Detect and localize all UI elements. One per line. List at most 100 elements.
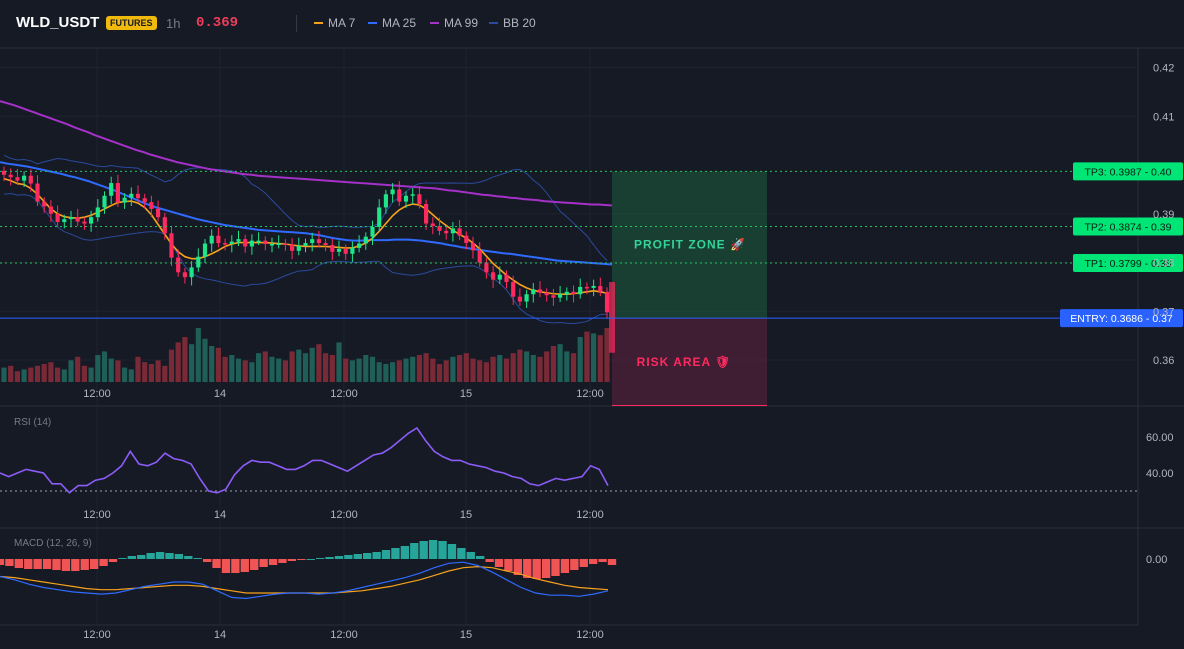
volume-bar	[403, 358, 409, 382]
volume-bar	[302, 353, 309, 382]
candle-body	[129, 193, 134, 198]
volume-bar	[256, 353, 262, 382]
volume-bar	[182, 337, 188, 382]
time-tick-label: 14	[214, 388, 226, 400]
candle-body	[176, 257, 181, 273]
volume-bar	[128, 369, 134, 382]
candle-body	[403, 195, 409, 202]
macd-histogram-bar	[532, 559, 541, 579]
volume-bars	[1, 328, 610, 382]
time-tick-label: 12:00	[330, 388, 358, 400]
price-tick-label: 0.38	[1153, 258, 1174, 270]
macd-histogram-bar	[551, 559, 560, 576]
volume-bar	[209, 346, 215, 382]
time-axis-ticks: 12:00 12:00 12:00 14 14 14 12:00 12:00 12:00 15 15…	[83, 388, 604, 641]
candle-body	[336, 248, 342, 252]
profit-zone	[612, 171, 767, 319]
volume-bar	[289, 351, 295, 382]
macd-histogram-bar	[344, 555, 353, 559]
candle-body	[196, 256, 201, 268]
volume-bar	[242, 360, 248, 382]
macd-histogram-bar	[391, 548, 400, 559]
macd-histogram-bar	[466, 552, 475, 559]
volume-bar	[95, 355, 101, 382]
candle-body	[48, 206, 53, 214]
macd-histogram-bar	[447, 544, 457, 559]
macd-histogram-bar	[297, 559, 306, 560]
volume-bar	[68, 360, 74, 382]
candle-body	[544, 292, 549, 296]
time-tick-label: 12:00	[83, 629, 111, 641]
volume-bar	[75, 356, 81, 382]
macd-histogram-bar	[607, 559, 617, 565]
candle-body	[28, 175, 33, 184]
candle-body	[464, 235, 469, 244]
bb-lower-line	[3, 193, 608, 325]
macd-histogram-bar	[212, 559, 221, 568]
ma7-line	[3, 177, 608, 296]
price-axis-ticks: 0.42 0.41 0.39 0.38 0.37 0.36	[1153, 63, 1174, 368]
candle-body	[450, 228, 455, 234]
time-tick-label: 12:00	[576, 629, 604, 641]
candle-body	[330, 244, 335, 252]
volume-bar	[490, 356, 496, 382]
candle-body	[182, 272, 187, 278]
volume-bar	[88, 367, 94, 382]
candle-body	[504, 274, 509, 283]
candle-body	[122, 197, 127, 203]
volume-bar	[329, 355, 335, 382]
legend-bb20[interactable]: BB 20	[489, 16, 536, 30]
volume-bar	[477, 360, 483, 382]
volume-bar	[101, 351, 108, 382]
candle-body	[484, 262, 489, 273]
volume-bar	[570, 353, 577, 382]
macd-histogram-bar	[438, 541, 447, 559]
time-tick-label: 14	[214, 629, 226, 641]
volume-bar	[396, 360, 402, 382]
volume-bar	[497, 355, 503, 382]
volume-bar	[604, 328, 610, 382]
symbol-label[interactable]: WLD_USDT	[16, 14, 100, 31]
macd-histogram-bar	[71, 559, 80, 571]
macd-histogram-bar	[259, 559, 268, 567]
legend-swatch-ma99	[430, 22, 439, 24]
price-tick-label: 0.42	[1153, 63, 1174, 75]
ma25-line	[0, 161, 613, 266]
macd-histogram-bar	[108, 559, 118, 562]
candle-body	[296, 245, 301, 251]
volume-bar	[222, 356, 228, 382]
macd-histogram-bar	[5, 559, 14, 566]
volume-bar	[21, 369, 27, 382]
timeframe-label[interactable]: 1h	[166, 16, 181, 31]
candle-body	[470, 243, 476, 251]
volume-bar	[235, 358, 242, 382]
rsi-line	[0, 426, 609, 494]
macd-histogram-bar	[485, 559, 494, 562]
macd-histogram-bar	[42, 559, 52, 569]
volume-bar	[148, 364, 154, 382]
volume-bar	[363, 355, 369, 382]
volume-bar	[34, 365, 41, 382]
time-tick-label: 12:00	[576, 388, 604, 400]
volume-bar	[309, 347, 315, 382]
candle-body	[35, 183, 40, 202]
candle-body	[89, 217, 94, 224]
volume-bar	[336, 342, 342, 382]
volume-bar	[369, 356, 376, 382]
volume-bar	[557, 344, 563, 382]
macd-histogram-bar	[560, 559, 570, 573]
legend-ma7[interactable]: MA 7	[314, 16, 355, 30]
legend-ma99[interactable]: MA 99	[430, 16, 478, 30]
macd-histogram-bar	[155, 552, 165, 559]
candle-body	[424, 204, 429, 224]
candle-body	[22, 175, 27, 181]
tp-label: TP2: 0.3874 - 0.39	[1085, 221, 1172, 233]
candle-body	[558, 294, 563, 298]
volume-bar	[349, 360, 355, 382]
candle-body	[269, 244, 275, 246]
volume-bar	[470, 358, 476, 382]
legend-ma25[interactable]: MA 25	[368, 16, 416, 30]
price-tick-label: 0.39	[1153, 209, 1174, 221]
candle-body	[598, 285, 603, 292]
